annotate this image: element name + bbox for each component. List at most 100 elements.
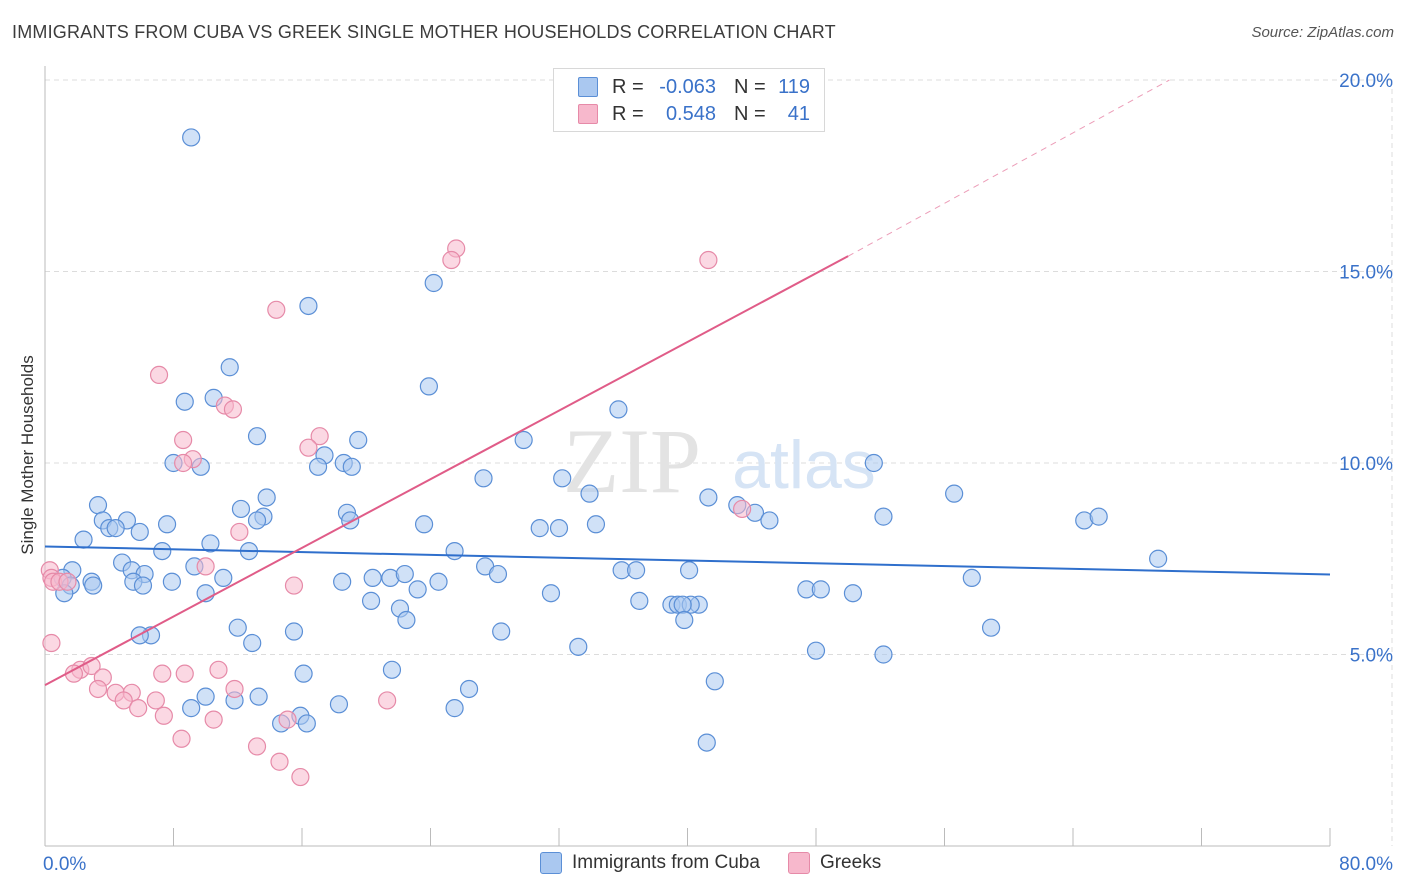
point-cuba[interactable] [342,457,361,476]
point-cuba[interactable] [586,515,606,534]
point-cuba[interactable] [257,488,276,507]
point-cuba[interactable] [811,580,830,599]
point-greeks[interactable] [267,300,286,319]
point-cuba[interactable] [182,699,201,718]
point-greeks[interactable] [230,522,249,542]
point-cuba[interactable] [397,610,416,630]
point-cuba[interactable] [981,618,1001,637]
point-cuba[interactable] [329,695,349,714]
point-cuba[interactable] [680,561,699,580]
point-cuba[interactable] [84,576,103,595]
point-cuba[interactable] [361,591,381,610]
point-cuba[interactable] [419,377,438,396]
point-greeks[interactable] [58,572,77,591]
point-greeks[interactable] [291,767,310,787]
point-cuba[interactable] [247,427,267,446]
point-greeks[interactable] [114,691,133,710]
point-cuba[interactable] [488,564,508,584]
point-cuba[interactable] [414,515,434,534]
point-cuba[interactable] [214,568,233,588]
point-cuba[interactable] [1149,549,1168,568]
point-cuba[interactable] [806,641,826,660]
point-cuba[interactable] [609,400,628,419]
point-greeks[interactable] [209,660,228,679]
point-cuba[interactable] [349,430,368,450]
point-cuba[interactable] [130,522,149,542]
point-cuba[interactable] [74,530,93,549]
point-greeks[interactable] [223,400,243,419]
point-greeks[interactable] [299,438,318,457]
point-cuba[interactable] [445,699,464,718]
point-cuba[interactable] [308,457,328,476]
point-cuba[interactable] [247,511,267,530]
point-cuba[interactable] [249,687,268,706]
point-greeks[interactable] [146,691,165,710]
point-greeks[interactable] [174,430,193,450]
point-cuba[interactable] [843,584,863,603]
legend-item-greeks[interactable]: Greeks [787,852,881,874]
point-cuba[interactable] [284,622,304,641]
point-cuba[interactable] [88,496,108,515]
point-greeks[interactable] [225,679,244,699]
point-cuba[interactable] [395,564,414,584]
point-cuba[interactable] [175,392,194,411]
point-cuba[interactable] [492,622,511,641]
point-cuba[interactable] [580,484,599,503]
point-cuba[interactable] [228,618,247,637]
point-cuba[interactable] [474,469,493,488]
point-cuba[interactable] [424,273,443,293]
point-cuba[interactable] [299,296,318,316]
point-cuba[interactable] [408,580,427,599]
point-cuba[interactable] [363,568,382,588]
point-cuba[interactable] [673,595,692,614]
point-cuba[interactable] [962,568,981,588]
point-greeks[interactable] [42,633,61,653]
point-cuba[interactable] [294,664,313,683]
point-greeks[interactable] [174,453,193,473]
point-cuba[interactable] [630,591,649,610]
point-greeks[interactable] [278,710,297,729]
point-greeks[interactable] [284,576,304,595]
point-greeks[interactable] [310,427,329,446]
point-greeks[interactable] [247,737,267,756]
point-cuba[interactable] [626,561,646,580]
legend-item-cuba[interactable]: Immigrants from Cuba [540,852,760,874]
point-greeks[interactable] [153,664,172,683]
point-cuba[interactable] [864,453,883,473]
point-greeks[interactable] [172,729,191,748]
point-cuba[interactable] [243,633,262,653]
point-cuba[interactable] [157,515,177,534]
point-greeks[interactable] [129,699,148,718]
point-greeks[interactable] [196,557,215,576]
point-greeks[interactable] [88,679,108,699]
point-greeks[interactable] [442,250,461,270]
point-cuba[interactable] [705,672,724,691]
point-cuba[interactable] [459,679,479,699]
point-cuba[interactable] [553,469,572,488]
point-cuba[interactable] [874,507,893,526]
point-greeks[interactable] [733,499,752,519]
point-greeks[interactable] [378,691,397,710]
point-cuba[interactable] [220,358,239,377]
point-cuba[interactable] [945,484,964,503]
point-cuba[interactable] [162,572,181,591]
point-cuba[interactable] [153,541,172,561]
point-cuba[interactable] [874,645,893,664]
point-cuba[interactable] [760,511,779,530]
point-greeks[interactable] [204,710,223,729]
point-cuba[interactable] [530,519,549,538]
point-cuba[interactable] [1089,507,1108,526]
point-greeks[interactable] [154,706,173,725]
point-cuba[interactable] [675,610,694,630]
point-greeks[interactable] [270,752,289,771]
point-cuba[interactable] [196,687,215,706]
point-cuba[interactable] [297,714,316,733]
point-cuba[interactable] [382,660,402,679]
point-cuba[interactable] [541,584,561,603]
point-cuba[interactable] [201,534,220,553]
point-cuba[interactable] [333,572,352,591]
point-cuba[interactable] [231,499,251,519]
point-greeks[interactable] [149,365,169,385]
point-cuba[interactable] [697,733,716,752]
point-cuba[interactable] [106,519,125,538]
